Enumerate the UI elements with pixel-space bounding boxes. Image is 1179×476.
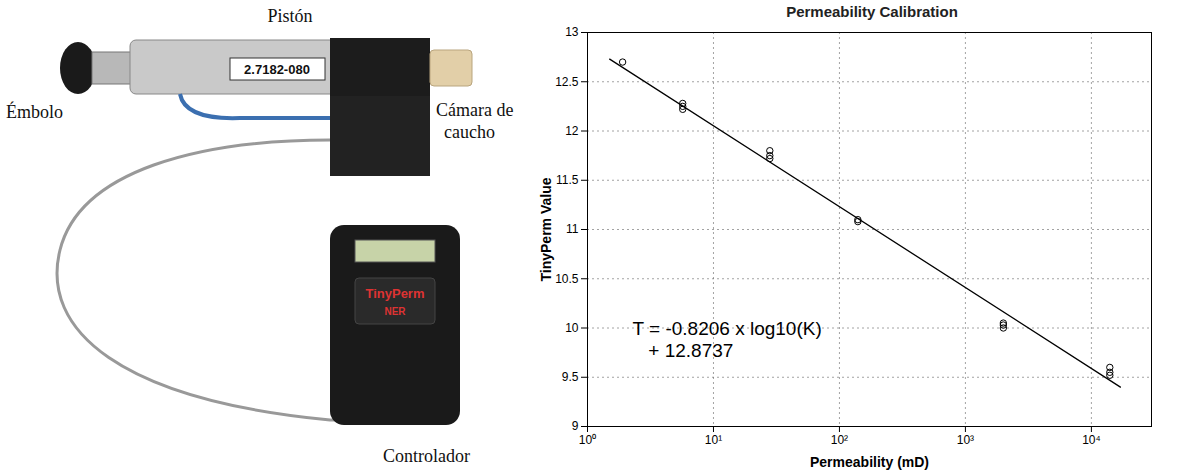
svg-text:10²: 10² [831,433,848,447]
svg-text:Permeability (mD): Permeability (mD) [810,454,929,470]
svg-text:10¹: 10¹ [705,433,722,447]
svg-text:12: 12 [565,124,579,138]
svg-text:10⁴: 10⁴ [1082,433,1101,447]
svg-text:11.5: 11.5 [556,173,579,187]
svg-text:12.5: 12.5 [555,75,579,89]
svg-text:Émbolo: Émbolo [6,101,63,122]
svg-text:9.5: 9.5 [562,370,579,384]
svg-text:NER: NER [384,306,406,317]
svg-text:Controlador: Controlador [383,446,470,466]
svg-text:TinyPerm Value: TinyPerm Value [538,177,554,281]
svg-text:caucho: caucho [444,122,495,142]
svg-text:10⁰: 10⁰ [579,433,596,447]
svg-text:11: 11 [566,222,579,236]
svg-text:T = -0.8206 x log10(K) + 12.: T = -0.8206 x log10(K) + 12.8737 [633,318,822,361]
svg-text:2.7182-080: 2.7182-080 [244,62,310,77]
svg-text:TinyPerm: TinyPerm [365,286,424,301]
svg-text:10³: 10³ [957,433,974,447]
svg-text:9: 9 [572,419,579,433]
svg-text:13: 13 [565,25,579,39]
svg-text:10.5: 10.5 [555,272,579,286]
html-text:Permeability Calibration: Permeability Calibration [786,3,958,20]
svg-text:Cámara de: Cámara de [436,100,513,120]
svg-text:10: 10 [565,321,579,335]
svg-text:Pistón: Pistón [267,6,312,26]
